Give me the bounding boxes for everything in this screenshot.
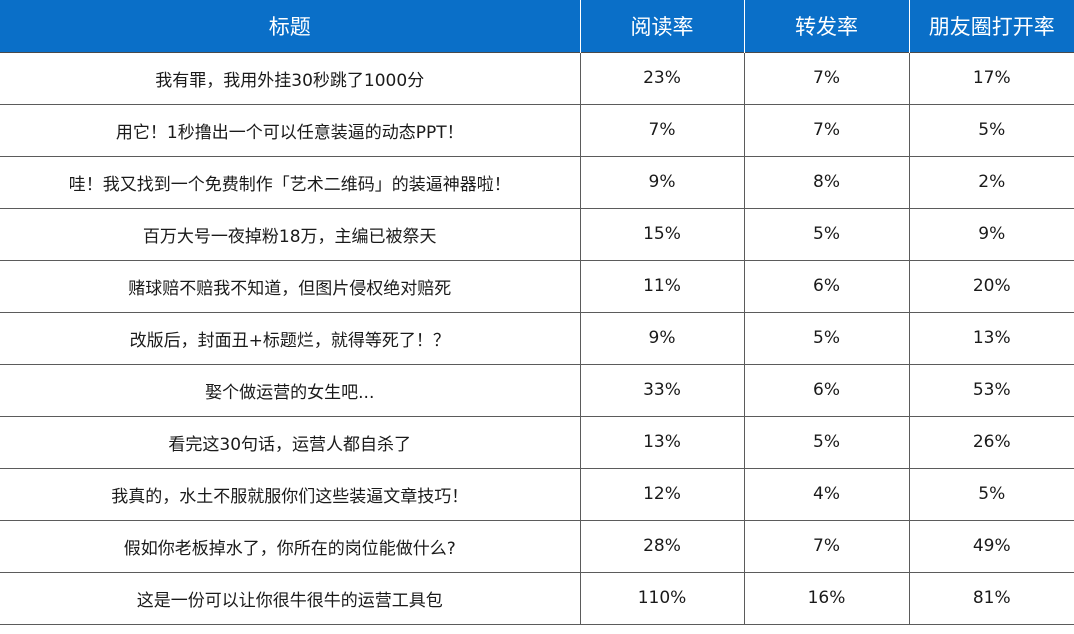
header-title: 标题 [268, 14, 311, 39]
cell-read-rate: 28% [579, 520, 744, 572]
table-row: 哇！我又找到一个免费制作「艺术二维码」的装逼神器啦！ 9% 8% 2% [0, 156, 1074, 208]
cell-title: 赌球赔不赔我不知道，但图片侵权绝对赔死 [128, 278, 452, 299]
cell-forward-rate: 7% [743, 52, 909, 104]
table-body: 我有罪，我用外挂30秒跳了1000分 23% 7% 17% 用它！1秒撸出一个可… [0, 52, 1074, 624]
cell-moments-open-rate: 5% [908, 104, 1074, 156]
header-moments-open-rate: 朋友圈打开率 [908, 0, 1074, 52]
table-row: 我真的，水土不服就服你们这些装逼文章技巧！ 12% 4% 5% [0, 468, 1074, 520]
cell-forward-rate: 8% [743, 156, 909, 208]
cell-moments-open-rate: 9% [908, 208, 1074, 260]
header-read-rate: 阅读率 [579, 0, 744, 52]
cell-moments-open-rate: 26% [908, 416, 1074, 468]
table-row: 我有罪，我用外挂30秒跳了1000分 23% 7% 17% [0, 52, 1074, 104]
cell-title: 这是一份可以让你很牛很牛的运营工具包 [136, 590, 443, 611]
cell-moments-open-rate: 17% [908, 52, 1074, 104]
cell-forward-rate: 16% [743, 572, 909, 624]
cell-title: 百万大号一夜掉粉18万，主编已被祭天 [142, 226, 437, 247]
cell-title: 改版后，封面丑+标题烂，就得等死了！？ [129, 330, 450, 351]
cell-moments-open-rate: 2% [908, 156, 1074, 208]
cell-forward-rate: 5% [743, 208, 909, 260]
cell-read-rate: 23% [579, 52, 744, 104]
cell-moments-open-rate: 20% [908, 260, 1074, 312]
header-row: 标题 阅读率 转发率 朋友圈打开率 [0, 0, 1074, 52]
cell-forward-rate: 6% [743, 260, 909, 312]
cell-title: 看完这30句话，运营人都自杀了 [168, 434, 412, 455]
cell-read-rate: 15% [579, 208, 744, 260]
cell-title: 我真的，水土不服就服你们这些装逼文章技巧！ [111, 486, 469, 507]
cell-forward-rate: 5% [743, 312, 909, 364]
cell-read-rate: 110% [579, 572, 744, 624]
cell-forward-rate: 7% [743, 520, 909, 572]
cell-forward-rate: 6% [743, 364, 909, 416]
table-header: 标题 阅读率 转发率 朋友圈打开率 [0, 0, 1074, 52]
cell-title: 娶个做运营的女生吧... [205, 382, 375, 403]
table-row: 这是一份可以让你很牛很牛的运营工具包 110% 16% 81% [0, 572, 1074, 624]
cell-read-rate: 11% [579, 260, 744, 312]
cell-moments-open-rate: 5% [908, 468, 1074, 520]
cell-read-rate: 13% [579, 416, 744, 468]
cell-read-rate: 9% [579, 156, 744, 208]
table-row: 百万大号一夜掉粉18万，主编已被祭天 15% 5% 9% [0, 208, 1074, 260]
cell-read-rate: 9% [579, 312, 744, 364]
table-row: 改版后，封面丑+标题烂，就得等死了！？ 9% 5% 13% [0, 312, 1074, 364]
cell-moments-open-rate: 81% [908, 572, 1074, 624]
table-row: 看完这30句话，运营人都自杀了 13% 5% 26% [0, 416, 1074, 468]
cell-title: 哇！我又找到一个免费制作「艺术二维码」的装逼神器啦！ [68, 174, 511, 195]
cell-read-rate: 33% [579, 364, 744, 416]
cell-forward-rate: 4% [743, 468, 909, 520]
cell-read-rate: 12% [579, 468, 744, 520]
cell-moments-open-rate: 49% [908, 520, 1074, 572]
cell-title: 用它！1秒撸出一个可以任意装逼的动态PPT！ [115, 122, 464, 143]
table-row: 假如你老板掉水了，你所在的岗位能做什么? 28% 7% 49% [0, 520, 1074, 572]
header-forward-rate: 转发率 [743, 0, 909, 52]
table-row: 赌球赔不赔我不知道，但图片侵权绝对赔死 11% 6% 20% [0, 260, 1074, 312]
cell-forward-rate: 5% [743, 416, 909, 468]
cell-moments-open-rate: 13% [908, 312, 1074, 364]
cell-read-rate: 7% [579, 104, 744, 156]
cell-forward-rate: 7% [743, 104, 909, 156]
cell-title: 我有罪，我用外挂30秒跳了1000分 [155, 70, 425, 91]
cell-title: 假如你老板掉水了，你所在的岗位能做什么? [123, 538, 456, 559]
table-row: 用它！1秒撸出一个可以任意装逼的动态PPT！ 7% 7% 5% [0, 104, 1074, 156]
cell-moments-open-rate: 53% [908, 364, 1074, 416]
table-row: 娶个做运营的女生吧... 33% 6% 53% [0, 364, 1074, 416]
